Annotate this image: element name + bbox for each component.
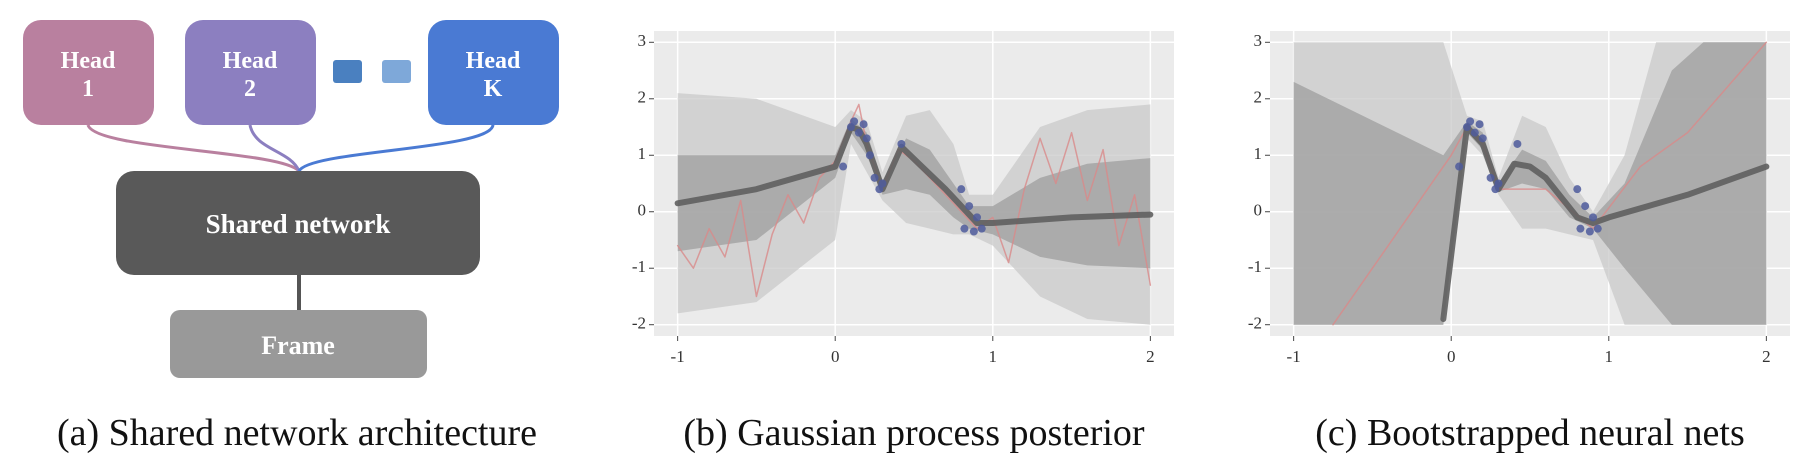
y-tick-label: -2 [1248,314,1262,333]
y-tick-label: 3 [638,31,647,50]
x-tick-label: 2 [1762,347,1771,366]
data-point [1466,117,1475,126]
data-point [862,134,871,143]
node-label: Shared network [206,209,391,239]
data-point [973,213,982,222]
node-label: 1 [82,76,94,102]
data-point [1576,224,1585,233]
uncertainty-band [677,118,1151,269]
plot: -1 0 1 2 -2 -1 0 1 2 3 [632,31,1174,366]
data-point [1593,224,1602,233]
plot-area [1293,41,1770,326]
data-point [1513,139,1522,148]
uncertainty-band [677,93,1151,325]
y-tick-label: -1 [1248,257,1262,276]
caption: (c) Bootstrapped neural nets [1315,412,1744,454]
data-point [1486,173,1495,182]
connector [86,124,301,173]
data-point [859,120,868,129]
data-point [897,139,906,148]
x-tick-label: -1 [671,347,685,366]
data-point [1573,185,1582,194]
data-point [1478,134,1487,143]
data-point [969,227,978,236]
node-label: Head [466,48,521,74]
plot-area [674,93,1154,325]
node-box [170,310,427,378]
plot: -1 0 1 2 -2 -1 0 1 2 3 [1248,31,1790,366]
data-point [960,224,969,233]
data-point [1455,162,1464,171]
caption: (b) Gaussian process posterior [683,412,1145,454]
data-point [1589,213,1598,222]
data-point [1475,120,1484,129]
data-point [850,117,859,126]
x-tick-label: 0 [1447,347,1456,366]
node-label: Frame [261,331,335,360]
x-tick-label: 0 [831,347,840,366]
y-tick-label: 0 [1254,201,1263,220]
data-point [965,202,974,211]
y-tick-label: -1 [632,257,646,276]
x-tick-label: 1 [989,347,998,366]
data-point [1585,227,1594,236]
node-label: Head [223,48,278,74]
node-box [185,20,316,125]
ellipsis-square [382,60,411,83]
connector [248,124,301,172]
y-tick-label: 1 [1254,144,1263,163]
x-tick-label: 1 [1605,347,1614,366]
ellipsis-square [333,60,362,83]
data-point [977,224,986,233]
data-point [870,173,879,182]
connector [297,124,495,173]
data-point [865,151,874,160]
data-point [1470,128,1479,137]
y-tick-label: -2 [632,314,646,333]
diagram: Head 1 Head 2 Head K Shared network Fram… [23,20,559,378]
node-label: 2 [244,76,256,102]
y-tick-label: 1 [638,144,647,163]
y-tick-label: 0 [638,201,647,220]
y-tick-label: 2 [1254,88,1263,107]
x-tick-label: -1 [1287,347,1301,366]
node-label: Head [61,48,116,74]
x-tick-label: 2 [1146,347,1155,366]
node-label: K [484,76,503,102]
node-box [23,20,154,125]
data-point [878,179,887,188]
data-point [839,162,848,171]
data-point [957,185,966,194]
caption: (a) Shared network architecture [57,412,537,454]
data-point [1581,202,1590,211]
true-function [1332,41,1768,326]
uncertainty-band [1293,42,1767,325]
data-point [1494,179,1503,188]
node-box [116,171,480,275]
y-tick-label: 2 [638,88,647,107]
data-point [854,128,863,137]
node-box [428,20,559,125]
y-tick-label: 3 [1254,31,1263,50]
